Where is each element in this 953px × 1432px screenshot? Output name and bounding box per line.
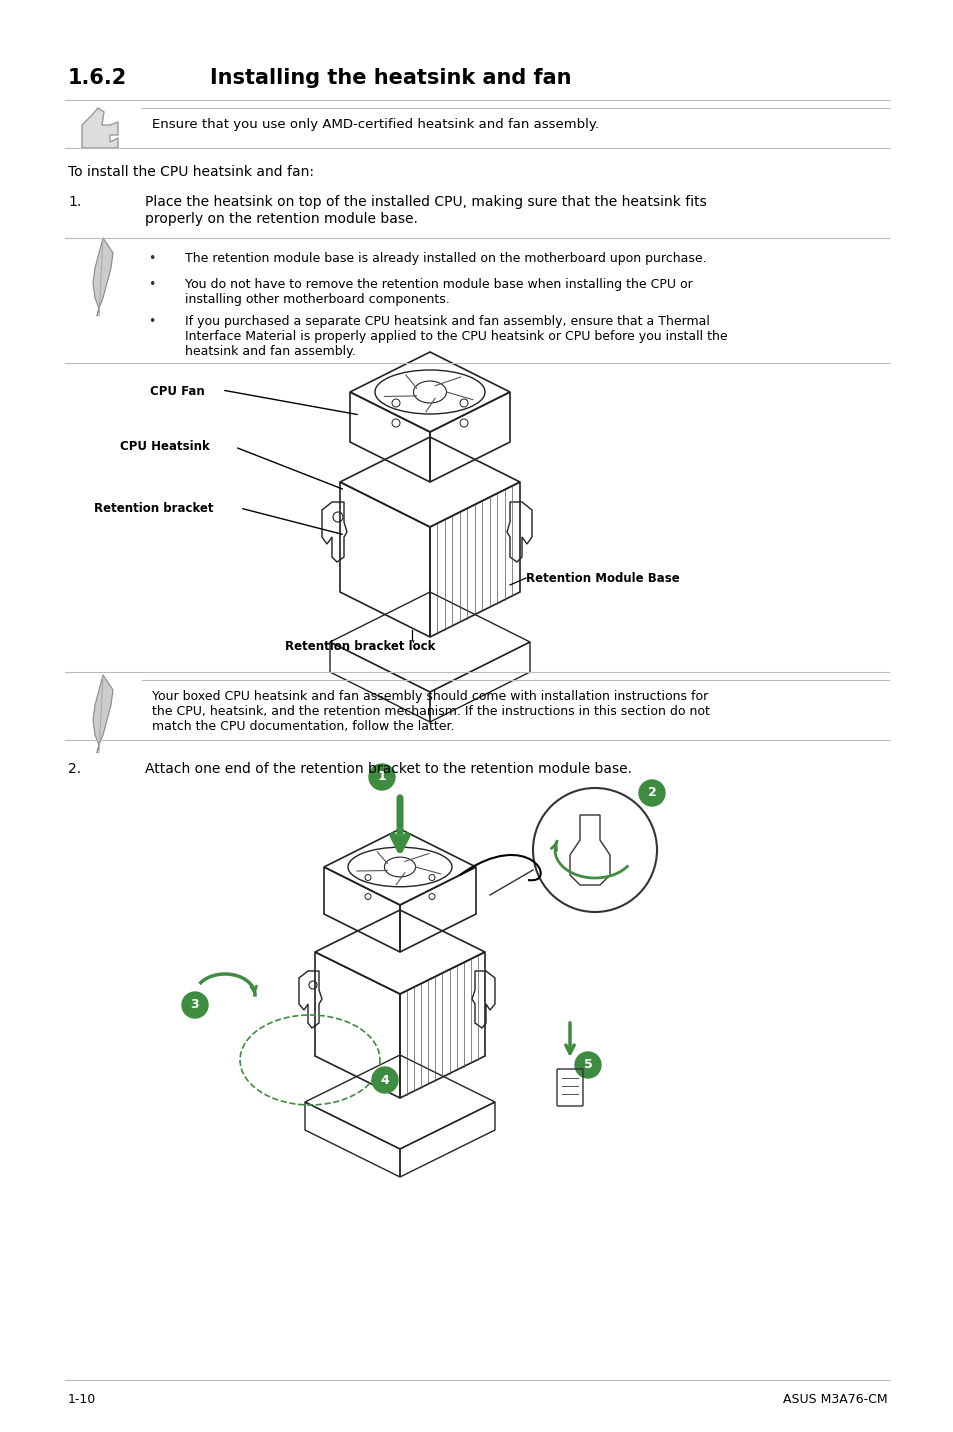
Text: You do not have to remove the retention module base when installing the CPU or: You do not have to remove the retention …	[185, 278, 692, 291]
Text: 1: 1	[377, 770, 386, 783]
Circle shape	[369, 765, 395, 790]
Text: match the CPU documentation, follow the latter.: match the CPU documentation, follow the …	[152, 720, 454, 733]
Text: 2: 2	[647, 786, 656, 799]
Circle shape	[372, 1067, 397, 1093]
Text: •: •	[148, 315, 155, 328]
Polygon shape	[92, 674, 112, 753]
Text: Place the heatsink on top of the installed CPU, making sure that the heatsink fi: Place the heatsink on top of the install…	[145, 195, 706, 209]
Text: Retention bracket: Retention bracket	[94, 503, 213, 516]
Text: 2.: 2.	[68, 762, 81, 776]
Polygon shape	[82, 107, 118, 147]
Text: 3: 3	[191, 998, 199, 1011]
Circle shape	[533, 788, 657, 912]
Circle shape	[575, 1053, 600, 1078]
Text: Retention Module Base: Retention Module Base	[525, 571, 679, 586]
Text: ASUS M3A76-CM: ASUS M3A76-CM	[782, 1393, 887, 1406]
Text: 5: 5	[583, 1058, 592, 1071]
Text: 1.: 1.	[68, 195, 81, 209]
Text: Ensure that you use only AMD-certified heatsink and fan assembly.: Ensure that you use only AMD-certified h…	[152, 117, 598, 130]
Circle shape	[639, 780, 664, 806]
Text: CPU Heatsink: CPU Heatsink	[120, 440, 210, 453]
Text: 4: 4	[380, 1074, 389, 1087]
Text: Interface Material is properly applied to the CPU heatsink or CPU before you ins: Interface Material is properly applied t…	[185, 329, 727, 344]
Polygon shape	[92, 238, 112, 316]
Text: The retention module base is already installed on the motherboard upon purchase.: The retention module base is already ins…	[185, 252, 706, 265]
Circle shape	[182, 992, 208, 1018]
Text: 1-10: 1-10	[68, 1393, 96, 1406]
Text: •: •	[148, 278, 155, 291]
Text: •: •	[148, 252, 155, 265]
Text: Attach one end of the retention bracket to the retention module base.: Attach one end of the retention bracket …	[145, 762, 631, 776]
Text: Retention bracket lock: Retention bracket lock	[285, 640, 435, 653]
Text: CPU Fan: CPU Fan	[150, 385, 205, 398]
Text: To install the CPU heatsink and fan:: To install the CPU heatsink and fan:	[68, 165, 314, 179]
Text: heatsink and fan assembly.: heatsink and fan assembly.	[185, 345, 355, 358]
Text: 1.6.2: 1.6.2	[68, 67, 127, 87]
Text: the CPU, heatsink, and the retention mechanism. If the instructions in this sect: the CPU, heatsink, and the retention mec…	[152, 705, 709, 717]
Text: If you purchased a separate CPU heatsink and fan assembly, ensure that a Thermal: If you purchased a separate CPU heatsink…	[185, 315, 709, 328]
Text: Installing the heatsink and fan: Installing the heatsink and fan	[210, 67, 571, 87]
Text: installing other motherboard components.: installing other motherboard components.	[185, 294, 449, 306]
Text: properly on the retention module base.: properly on the retention module base.	[145, 212, 417, 226]
Text: Your boxed CPU heatsink and fan assembly should come with installation instructi: Your boxed CPU heatsink and fan assembly…	[152, 690, 707, 703]
